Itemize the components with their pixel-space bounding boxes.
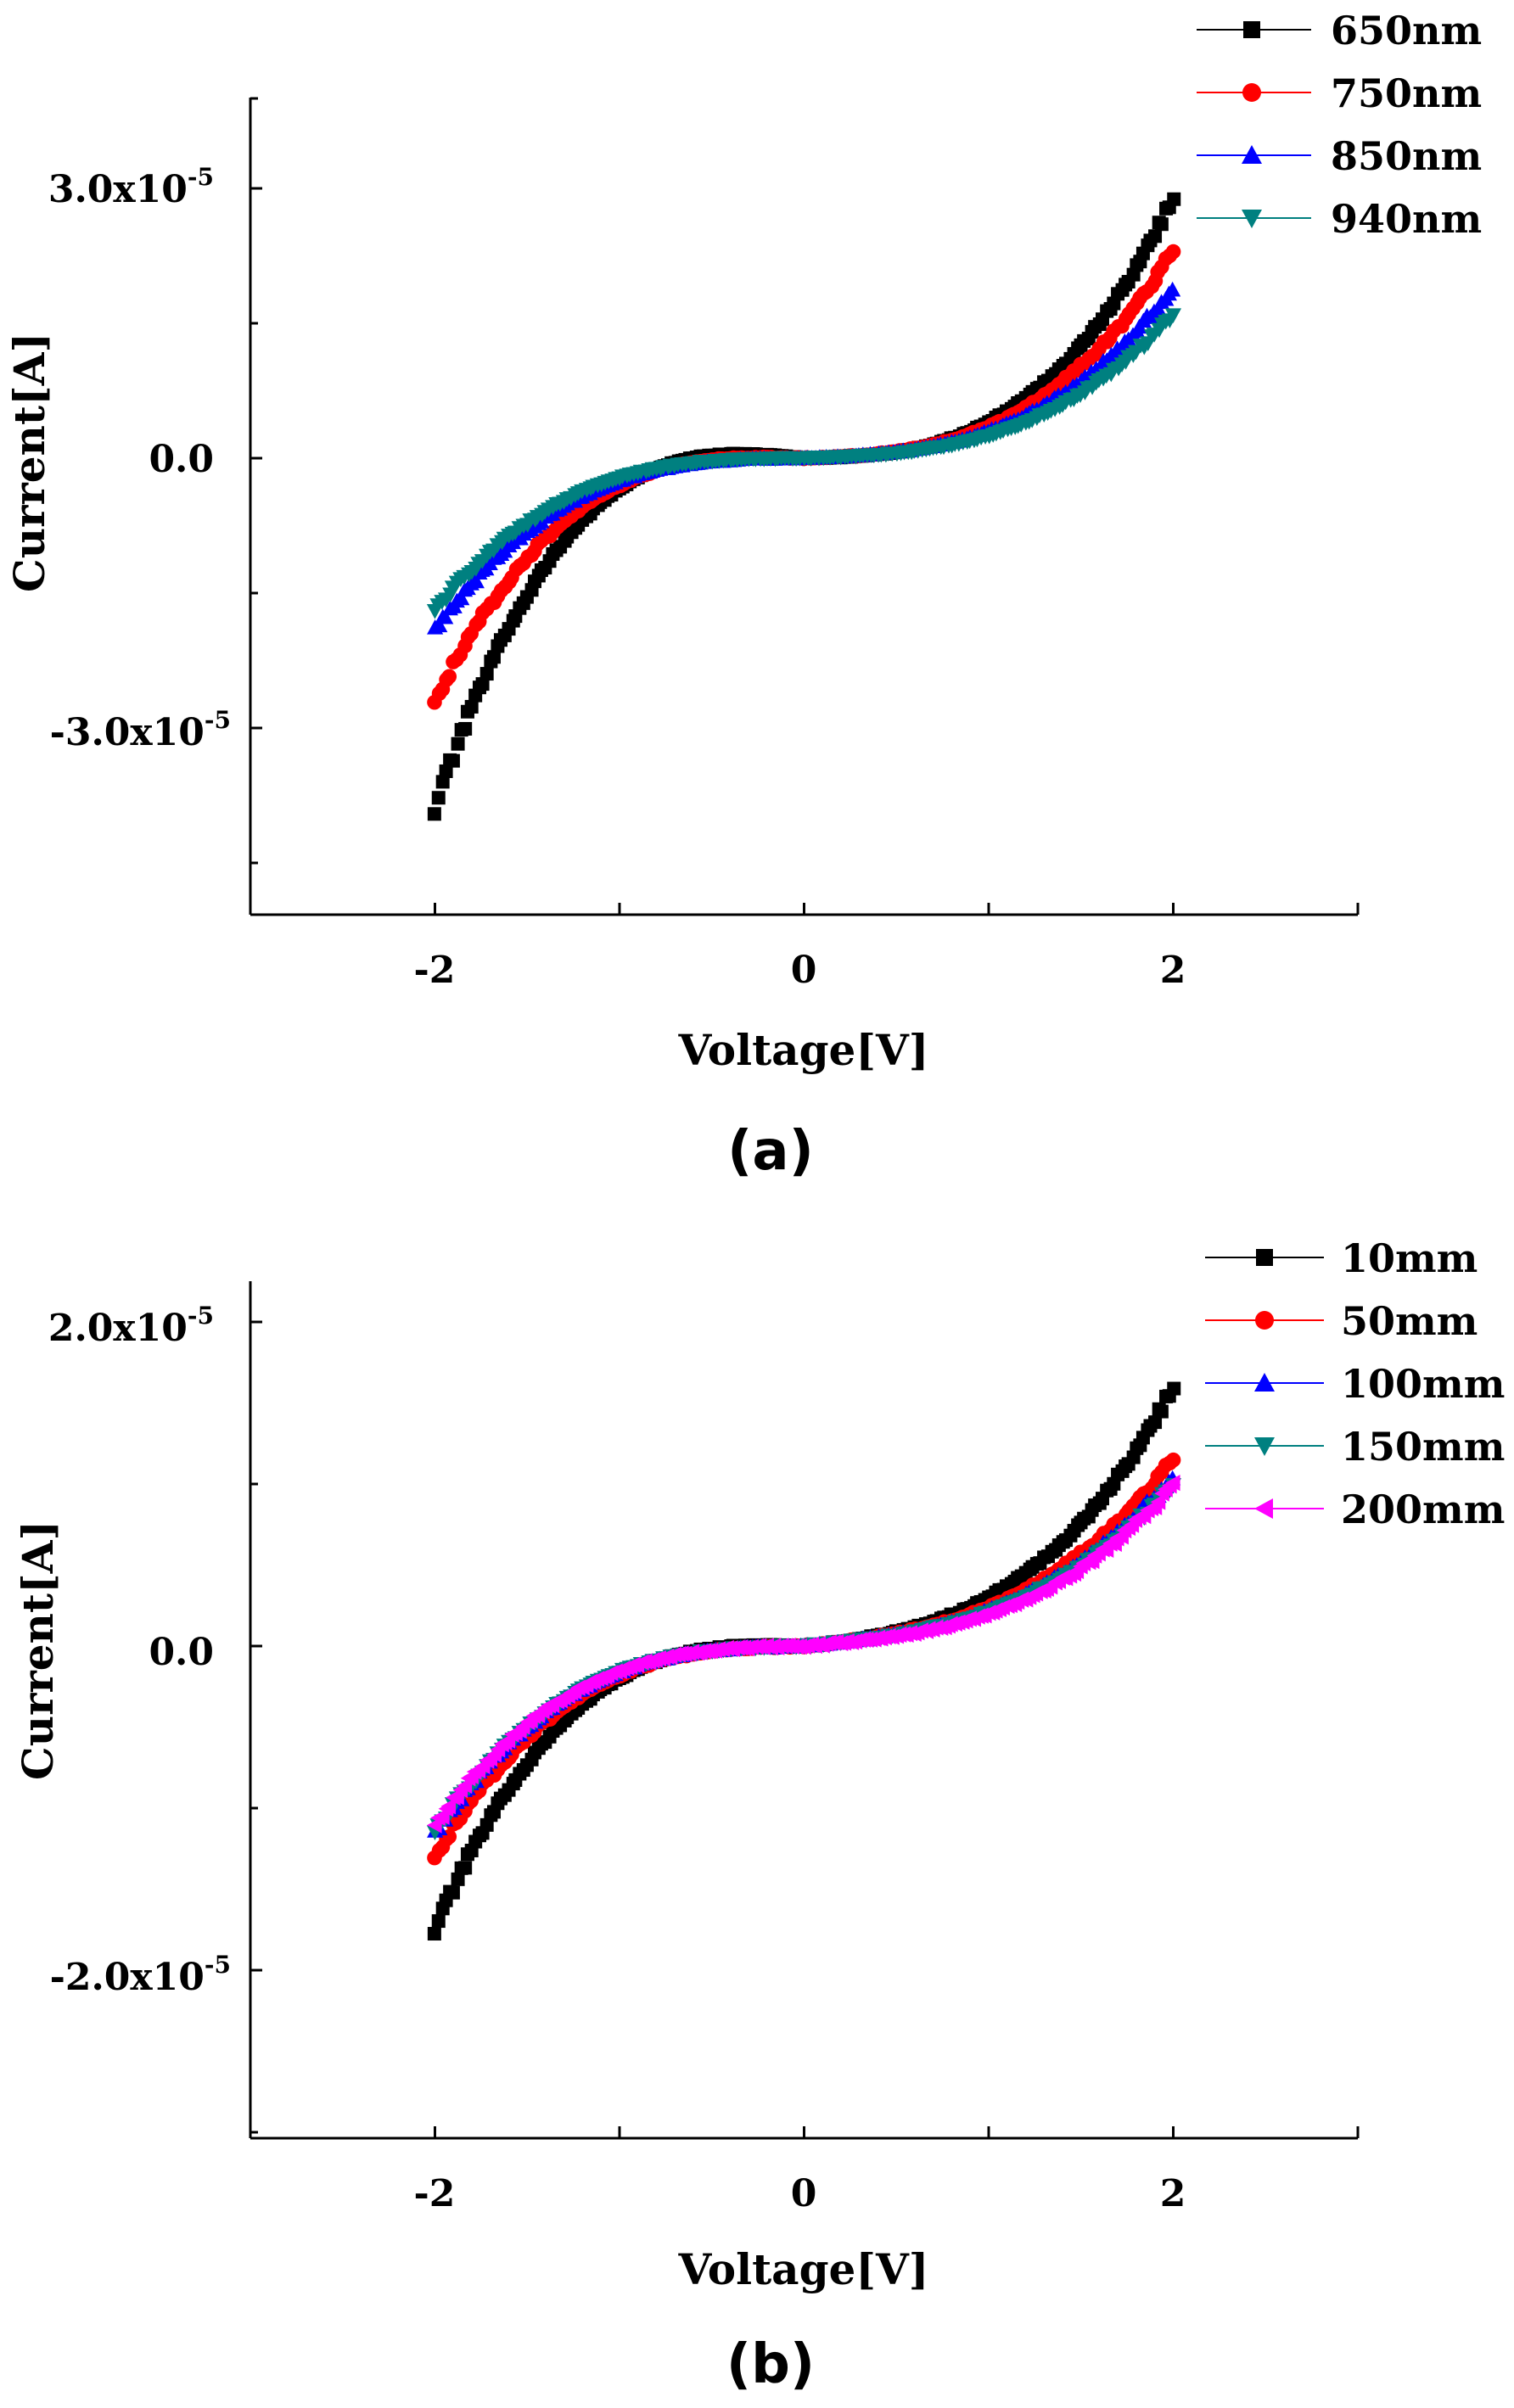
data-point-650nm [446,753,460,768]
legend-marker-10mm [1256,1249,1273,1266]
legend-marker-750nm [1242,83,1261,102]
legend-marker-650nm [1243,21,1260,38]
legend-marker-200mm [1254,1498,1273,1519]
chart-a-xtick-label: -2 [414,949,456,992]
data-point-10mm [446,1885,460,1900]
chart-b-legend-label: 50mm [1341,1298,1478,1344]
data-point-850nm [437,608,454,624]
data-point-10mm [451,1872,465,1886]
data-point-650nm [1148,229,1163,244]
chart-a-legend-label: 850nm [1331,133,1482,179]
chart-b-ytick-exp: -5 [205,1951,231,1979]
chart-b-ytick-label: -2.0x10-5 [50,1951,231,1999]
chart-b-legend-label: 100mm [1341,1361,1505,1407]
data-point-200mm [1150,1493,1166,1510]
legend-marker-150mm [1254,1437,1275,1456]
chart-b-ytick-mantissa: -2.0x10 [50,1956,205,1999]
series-200mm [426,1475,1180,1834]
data-point-200mm [435,1808,450,1825]
data-point-200mm [440,1798,457,1815]
chart-b-ytick-mantissa: 2.0x10 [48,1307,188,1350]
chart-a-panel-label: (a) [727,1120,814,1183]
chart-b-ytick-exp: -5 [188,1302,214,1330]
chart-b-panel-label: (b) [726,2333,815,2396]
chart-b-ticks [249,1320,1360,2138]
data-point-850nm [431,617,448,633]
data-point-750nm [441,669,457,685]
data-point-10mm [427,1927,441,1941]
data-point-850nm [453,590,470,606]
chart-b-ytick-label: 0.0 [149,1631,214,1674]
chart-b-legend-markers [1205,1249,1324,1519]
data-point-10mm [1148,1415,1163,1430]
chart-b-xtick-label: -2 [414,2172,456,2215]
chart-b-axes [249,1281,1358,2140]
chart-a-ticks [249,97,1360,915]
data-point-10mm [1154,1404,1169,1419]
legend-marker-850nm [1242,145,1262,164]
chart-a-x-title: Voltage[V] [678,1025,929,1075]
chart-a-ytick-label: 0.0 [149,438,214,481]
legend-marker-940nm [1242,210,1262,228]
chart-a-ytick-mantissa: 3.0x10 [48,168,188,211]
data-point-650nm [431,791,446,805]
data-point-850nm [1164,281,1181,297]
data-point-650nm [475,677,490,692]
chart-b-legend-label: 10mm [1341,1235,1478,1281]
data-point-650nm [435,775,450,789]
chart-a-legend-label: 650nm [1331,8,1482,53]
chart-b-ytick-label: 2.0x10-5 [48,1302,214,1350]
chart-a-legend-markers [1197,21,1311,228]
data-point-940nm [1164,308,1182,324]
chart-a-xtick-label: 2 [1160,949,1186,992]
data-point-650nm [458,721,473,736]
data-point-650nm [1154,217,1169,232]
chart-b-series [426,1381,1182,1941]
chart-a: 3.0x10-5 0.0 -3.0x10-5 -2 0 2 Voltage[V]… [4,8,1482,1183]
chart-b-legend-label: 200mm [1341,1487,1505,1532]
chart-a-ytick-exp: -5 [188,163,214,191]
data-point-10mm [458,1861,473,1875]
chart-a-y-title: Current[A] [4,333,54,592]
chart-a-ytick-exp: -5 [205,706,231,734]
chart-a-ytick-label: -3.0x10-5 [50,706,231,754]
legend-marker-50mm [1255,1311,1274,1330]
chart-a-xtick-label: 0 [791,949,817,992]
chart-b: 2.0x10-5 0.0 -2.0x10-5 -2 0 2 Voltage[V]… [13,1235,1505,2396]
data-point-750nm [1165,244,1181,260]
data-point-650nm [439,764,453,778]
chart-a-legend-label: 750nm [1331,70,1482,116]
data-point-650nm [427,807,441,821]
data-point-650nm [451,736,465,751]
series-940nm [426,308,1182,619]
series-50mm [427,1452,1181,1866]
chart-a-legend: 650nm 750nm 850nm 940nm [1197,8,1482,242]
series-750nm [427,244,1181,710]
chart-a-ytick-label: 3.0x10-5 [48,163,214,211]
chart-b-ytick-mantissa: 0.0 [149,1631,214,1674]
data-point-850nm [468,573,485,589]
chart-b-xtick-label: 2 [1160,2172,1186,2215]
data-point-650nm [486,650,501,664]
data-point-650nm [479,667,494,681]
data-point-10mm [431,1914,446,1929]
data-point-50mm [1165,1452,1181,1468]
chart-a-ytick-mantissa: -3.0x10 [50,711,205,754]
data-point-10mm [1167,1381,1181,1396]
series-10mm [427,1381,1181,1941]
data-point-650nm [464,699,479,714]
chart-a-axes [249,98,1358,916]
chart-a-series [426,192,1182,821]
data-point-650nm [1167,192,1181,206]
chart-b-x-title: Voltage[V] [678,2244,929,2294]
legend-marker-100mm [1254,1373,1275,1392]
data-point-200mm [1165,1475,1180,1492]
chart-a-legend-label: 940nm [1331,196,1482,242]
chart-a-ytick-mantissa: 0.0 [149,438,214,481]
chart-b-legend: 10mm 50mm 100mm 150mm 200mm [1205,1235,1505,1532]
chart-b-y-title: Current[A] [13,1520,63,1780]
chart-b-xtick-label: 0 [791,2172,817,2215]
chart-b-legend-label: 150mm [1341,1424,1505,1470]
